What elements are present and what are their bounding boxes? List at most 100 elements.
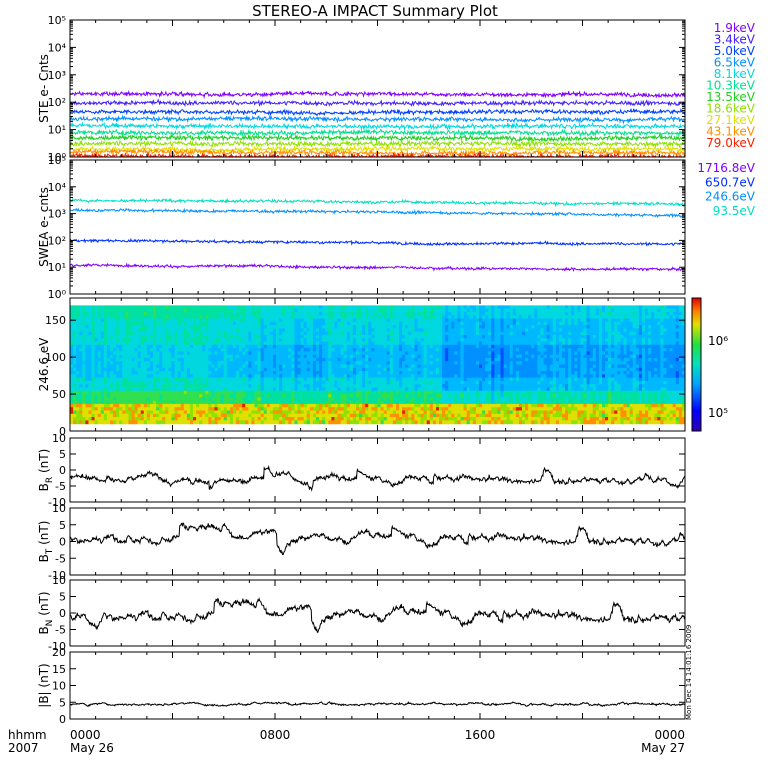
heatmap-cell bbox=[303, 331, 308, 336]
heatmap-cell bbox=[171, 321, 176, 326]
heatmap-cell bbox=[70, 354, 74, 359]
heatmap-cell bbox=[435, 311, 440, 316]
heatmap-cell bbox=[309, 387, 314, 392]
heatmap-cell bbox=[371, 403, 376, 408]
heatmap-cell bbox=[168, 410, 173, 415]
heatmap-cell bbox=[242, 308, 246, 313]
heatmap-cell bbox=[94, 364, 99, 369]
heatmap-cell bbox=[466, 311, 471, 316]
heatmap-cell bbox=[248, 311, 253, 316]
heatmap-cell bbox=[73, 400, 77, 405]
heatmap-cell bbox=[380, 361, 385, 366]
heatmap-cell bbox=[325, 338, 329, 343]
heatmap-cell bbox=[156, 367, 160, 372]
heatmap-cell bbox=[312, 348, 317, 352]
heatmap-cell bbox=[70, 417, 74, 421]
heatmap-cell bbox=[186, 410, 191, 415]
heatmap-cell bbox=[85, 308, 90, 313]
heatmap-cell bbox=[70, 344, 74, 349]
heatmap-cell bbox=[208, 331, 213, 336]
heatmap-cell bbox=[343, 413, 348, 418]
heatmap-cell bbox=[457, 341, 462, 346]
heatmap-cell bbox=[171, 371, 176, 375]
heatmap-cell bbox=[414, 344, 419, 349]
heatmap-cell bbox=[100, 367, 105, 372]
heatmap-cell bbox=[272, 410, 277, 415]
heatmap-cell bbox=[153, 374, 157, 379]
heatmap-cell bbox=[193, 325, 197, 329]
heatmap-cell bbox=[451, 311, 455, 316]
heatmap-cell bbox=[143, 367, 148, 372]
heatmap-cell bbox=[171, 413, 176, 418]
heatmap-cell bbox=[417, 394, 422, 398]
heatmap-cell bbox=[245, 318, 249, 323]
heatmap-cell bbox=[319, 407, 323, 412]
heatmap-cell bbox=[322, 407, 326, 412]
heatmap-cell bbox=[202, 374, 206, 379]
heatmap-cell bbox=[451, 305, 455, 310]
heatmap-cell bbox=[463, 308, 468, 313]
heatmap-cell bbox=[328, 344, 332, 349]
heatmap-cell bbox=[122, 400, 126, 405]
heatmap-cell bbox=[177, 364, 182, 369]
legend-entry: 13.5keV bbox=[706, 90, 756, 104]
heatmap-cell bbox=[116, 331, 120, 336]
heatmap-cell bbox=[432, 394, 437, 398]
heatmap-cell bbox=[343, 334, 348, 339]
heatmap-cell bbox=[306, 417, 311, 421]
heatmap-cell bbox=[328, 377, 332, 382]
heatmap-cell bbox=[128, 400, 133, 405]
heatmap-cell bbox=[232, 374, 237, 379]
heatmap-cell bbox=[319, 331, 323, 336]
heatmap-cell bbox=[149, 348, 154, 352]
heatmap-cell bbox=[399, 334, 403, 339]
heatmap-cell bbox=[395, 377, 400, 382]
heatmap-cell bbox=[355, 397, 360, 402]
heatmap-cell bbox=[300, 338, 305, 343]
heatmap-cell bbox=[131, 417, 136, 421]
heatmap-cell bbox=[245, 341, 249, 346]
heatmap-cell bbox=[322, 380, 326, 385]
heatmap-cell bbox=[291, 361, 296, 366]
heatmap-cell bbox=[260, 380, 265, 385]
heatmap-cell bbox=[362, 397, 366, 402]
heatmap-cell bbox=[73, 410, 77, 415]
heatmap-cell bbox=[153, 344, 157, 349]
heatmap-cell bbox=[174, 397, 179, 402]
heatmap-cell bbox=[97, 377, 102, 382]
heatmap-cell bbox=[269, 308, 274, 313]
heatmap-cell bbox=[242, 397, 246, 402]
heatmap-cell bbox=[229, 354, 234, 359]
heatmap-cell bbox=[432, 410, 437, 415]
heatmap-cell bbox=[408, 397, 412, 402]
heatmap-cell bbox=[319, 315, 323, 320]
heatmap-cell bbox=[82, 400, 86, 405]
heatmap-cell bbox=[199, 390, 203, 395]
heatmap-cell bbox=[423, 397, 428, 402]
heatmap-cell bbox=[236, 367, 240, 372]
heatmap-cell bbox=[359, 318, 363, 323]
heatmap-cell bbox=[242, 331, 246, 336]
heatmap-cell bbox=[383, 397, 388, 402]
heatmap-cell bbox=[269, 387, 274, 392]
heatmap-cell bbox=[109, 328, 114, 333]
heatmap-cell bbox=[171, 367, 176, 372]
heatmap-cell bbox=[439, 361, 443, 366]
heatmap-cell bbox=[254, 325, 259, 329]
heatmap-cell bbox=[285, 410, 289, 415]
heatmap-cell bbox=[229, 371, 234, 375]
heatmap-cell bbox=[417, 367, 422, 372]
heatmap-cell bbox=[359, 305, 363, 310]
heatmap-cell bbox=[423, 334, 428, 339]
heatmap-cell bbox=[294, 341, 299, 346]
heatmap-cell bbox=[113, 351, 117, 356]
heatmap-cell bbox=[174, 394, 179, 398]
heatmap-cell bbox=[180, 377, 185, 382]
heatmap-cell bbox=[116, 311, 120, 316]
heatmap-cell bbox=[309, 410, 314, 415]
heatmap-cell bbox=[395, 420, 400, 425]
heatmap-cell bbox=[368, 371, 372, 375]
heatmap-cell bbox=[395, 357, 400, 362]
heatmap-cell bbox=[257, 315, 262, 320]
heatmap-cell bbox=[189, 338, 194, 343]
